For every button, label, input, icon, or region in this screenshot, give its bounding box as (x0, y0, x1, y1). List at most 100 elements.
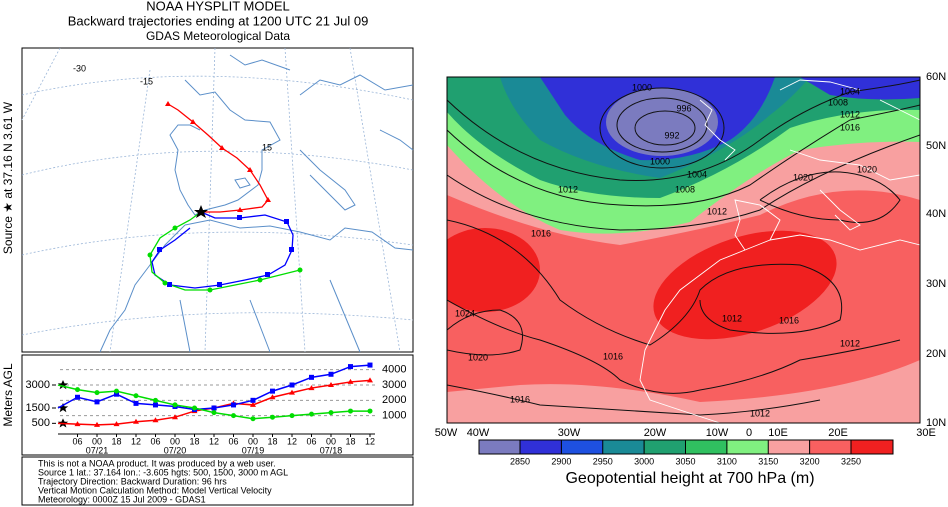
trajectory-markers (147, 225, 303, 293)
contour-label: 1016 (531, 228, 551, 238)
y-tick-label: 1000 (382, 410, 406, 422)
profile-frame (21, 354, 414, 456)
x-tick-label: 00 (248, 436, 258, 446)
marker (75, 387, 80, 393)
contour-label: 1016 (603, 351, 623, 361)
x-tick-label: 00 (170, 436, 180, 446)
title-line: NOAA HYSPLIT MODEL (146, 0, 290, 13)
map-label: 15 (262, 142, 272, 152)
lon-label: 10E (768, 427, 788, 439)
y-tick-label: 2000 (382, 394, 406, 406)
contour-label: 1008 (828, 97, 848, 107)
contour-label: 1000 (632, 82, 652, 92)
colorbar-label: 2950 (593, 456, 613, 466)
contour-label: 1012 (840, 338, 860, 348)
isobars (447, 79, 920, 416)
colorbar-label: 3200 (800, 456, 820, 466)
colorbar-box (602, 439, 645, 455)
trajectories (147, 101, 303, 293)
marker (153, 397, 158, 403)
lat-label: 40N (926, 208, 946, 220)
contour-label: 1004 (840, 86, 860, 96)
marker (309, 374, 314, 380)
colorbar-label: 3100 (717, 456, 737, 466)
contour-label: 1020 (793, 172, 813, 182)
info-line: Trajectory Direction: Backward Duration:… (38, 476, 227, 486)
contour-label: 1000 (650, 156, 670, 166)
colorbar-title: Geopotential height at 700 hPa (m) (565, 470, 814, 487)
marker (250, 401, 256, 407)
contour-label: 1016 (779, 315, 799, 325)
coastlines (99, 54, 414, 353)
marker (328, 382, 334, 387)
marker (308, 385, 315, 391)
colorbar-label: 2900 (551, 456, 571, 466)
date-label: 07/18 (320, 445, 343, 455)
marker (94, 399, 100, 405)
map-label: -30 (73, 63, 86, 73)
date-label: 07/20 (164, 445, 187, 455)
marker (133, 418, 139, 424)
contour-label: 1020 (468, 352, 488, 362)
marker (192, 405, 197, 411)
y-axis-label: Meters AGL (1, 363, 15, 427)
marker (74, 421, 81, 427)
y-tick-label: 3000 (26, 379, 50, 391)
marker (289, 389, 295, 395)
marker (250, 397, 256, 403)
marker (152, 417, 159, 423)
colorbar-box (726, 439, 769, 455)
marker (367, 408, 373, 414)
marker (133, 393, 139, 399)
lon-label: 20E (828, 427, 848, 439)
contour-label: 1016 (840, 122, 860, 132)
y-tick-label: 1500 (26, 402, 50, 414)
marker (289, 413, 295, 419)
contour-label: 1016 (510, 394, 530, 404)
x-tick-label: 00 (92, 436, 102, 446)
lon-label: 10W (706, 427, 729, 439)
x-tick-label: 18 (111, 436, 121, 446)
marker (211, 405, 217, 411)
lon-label: 50W (435, 427, 458, 439)
x-tick-label: 06 (306, 436, 316, 446)
lat-label: 60N (926, 71, 946, 83)
date-label: 07/19 (242, 445, 265, 455)
x-tick-label: 18 (345, 436, 355, 446)
colorbar-box (519, 439, 562, 455)
marker (75, 394, 80, 400)
lon-label: 0 (746, 427, 752, 439)
white-coastlines (639, 79, 920, 423)
colorbar-box (643, 439, 686, 455)
colorbar-box (850, 439, 894, 455)
profile-line (57, 364, 371, 411)
marker (367, 377, 373, 383)
lon-label: 30W (558, 427, 581, 439)
date-label: 07/21 (86, 445, 109, 455)
info-frame (21, 456, 414, 506)
info-line: This is not a NOAA product. It was produ… (38, 458, 276, 468)
graticule (21, 47, 414, 353)
marker (172, 414, 178, 420)
marker (347, 378, 354, 384)
marker (153, 402, 158, 408)
contour-label: 1012 (722, 313, 742, 323)
x-tick-label: 12 (365, 436, 375, 446)
marker (94, 390, 100, 396)
colorbar-box (768, 439, 810, 455)
x-tick-label: 06 (228, 436, 238, 446)
map-frame (446, 76, 921, 424)
title-line: Backward trajectories ending at 1200 UTC… (68, 13, 369, 28)
start-star (57, 403, 69, 413)
marker (172, 402, 178, 408)
marker (231, 413, 236, 419)
colorbar-label: 2850 (510, 456, 530, 466)
marker (114, 388, 119, 394)
marker (114, 391, 119, 397)
profile-line (57, 379, 371, 426)
lon-label: 20W (644, 427, 667, 439)
x-tick-label: 12 (209, 436, 219, 446)
info-line: Vertical Motion Calculation Method: Mode… (38, 485, 272, 495)
map-label: -15 (140, 76, 153, 86)
